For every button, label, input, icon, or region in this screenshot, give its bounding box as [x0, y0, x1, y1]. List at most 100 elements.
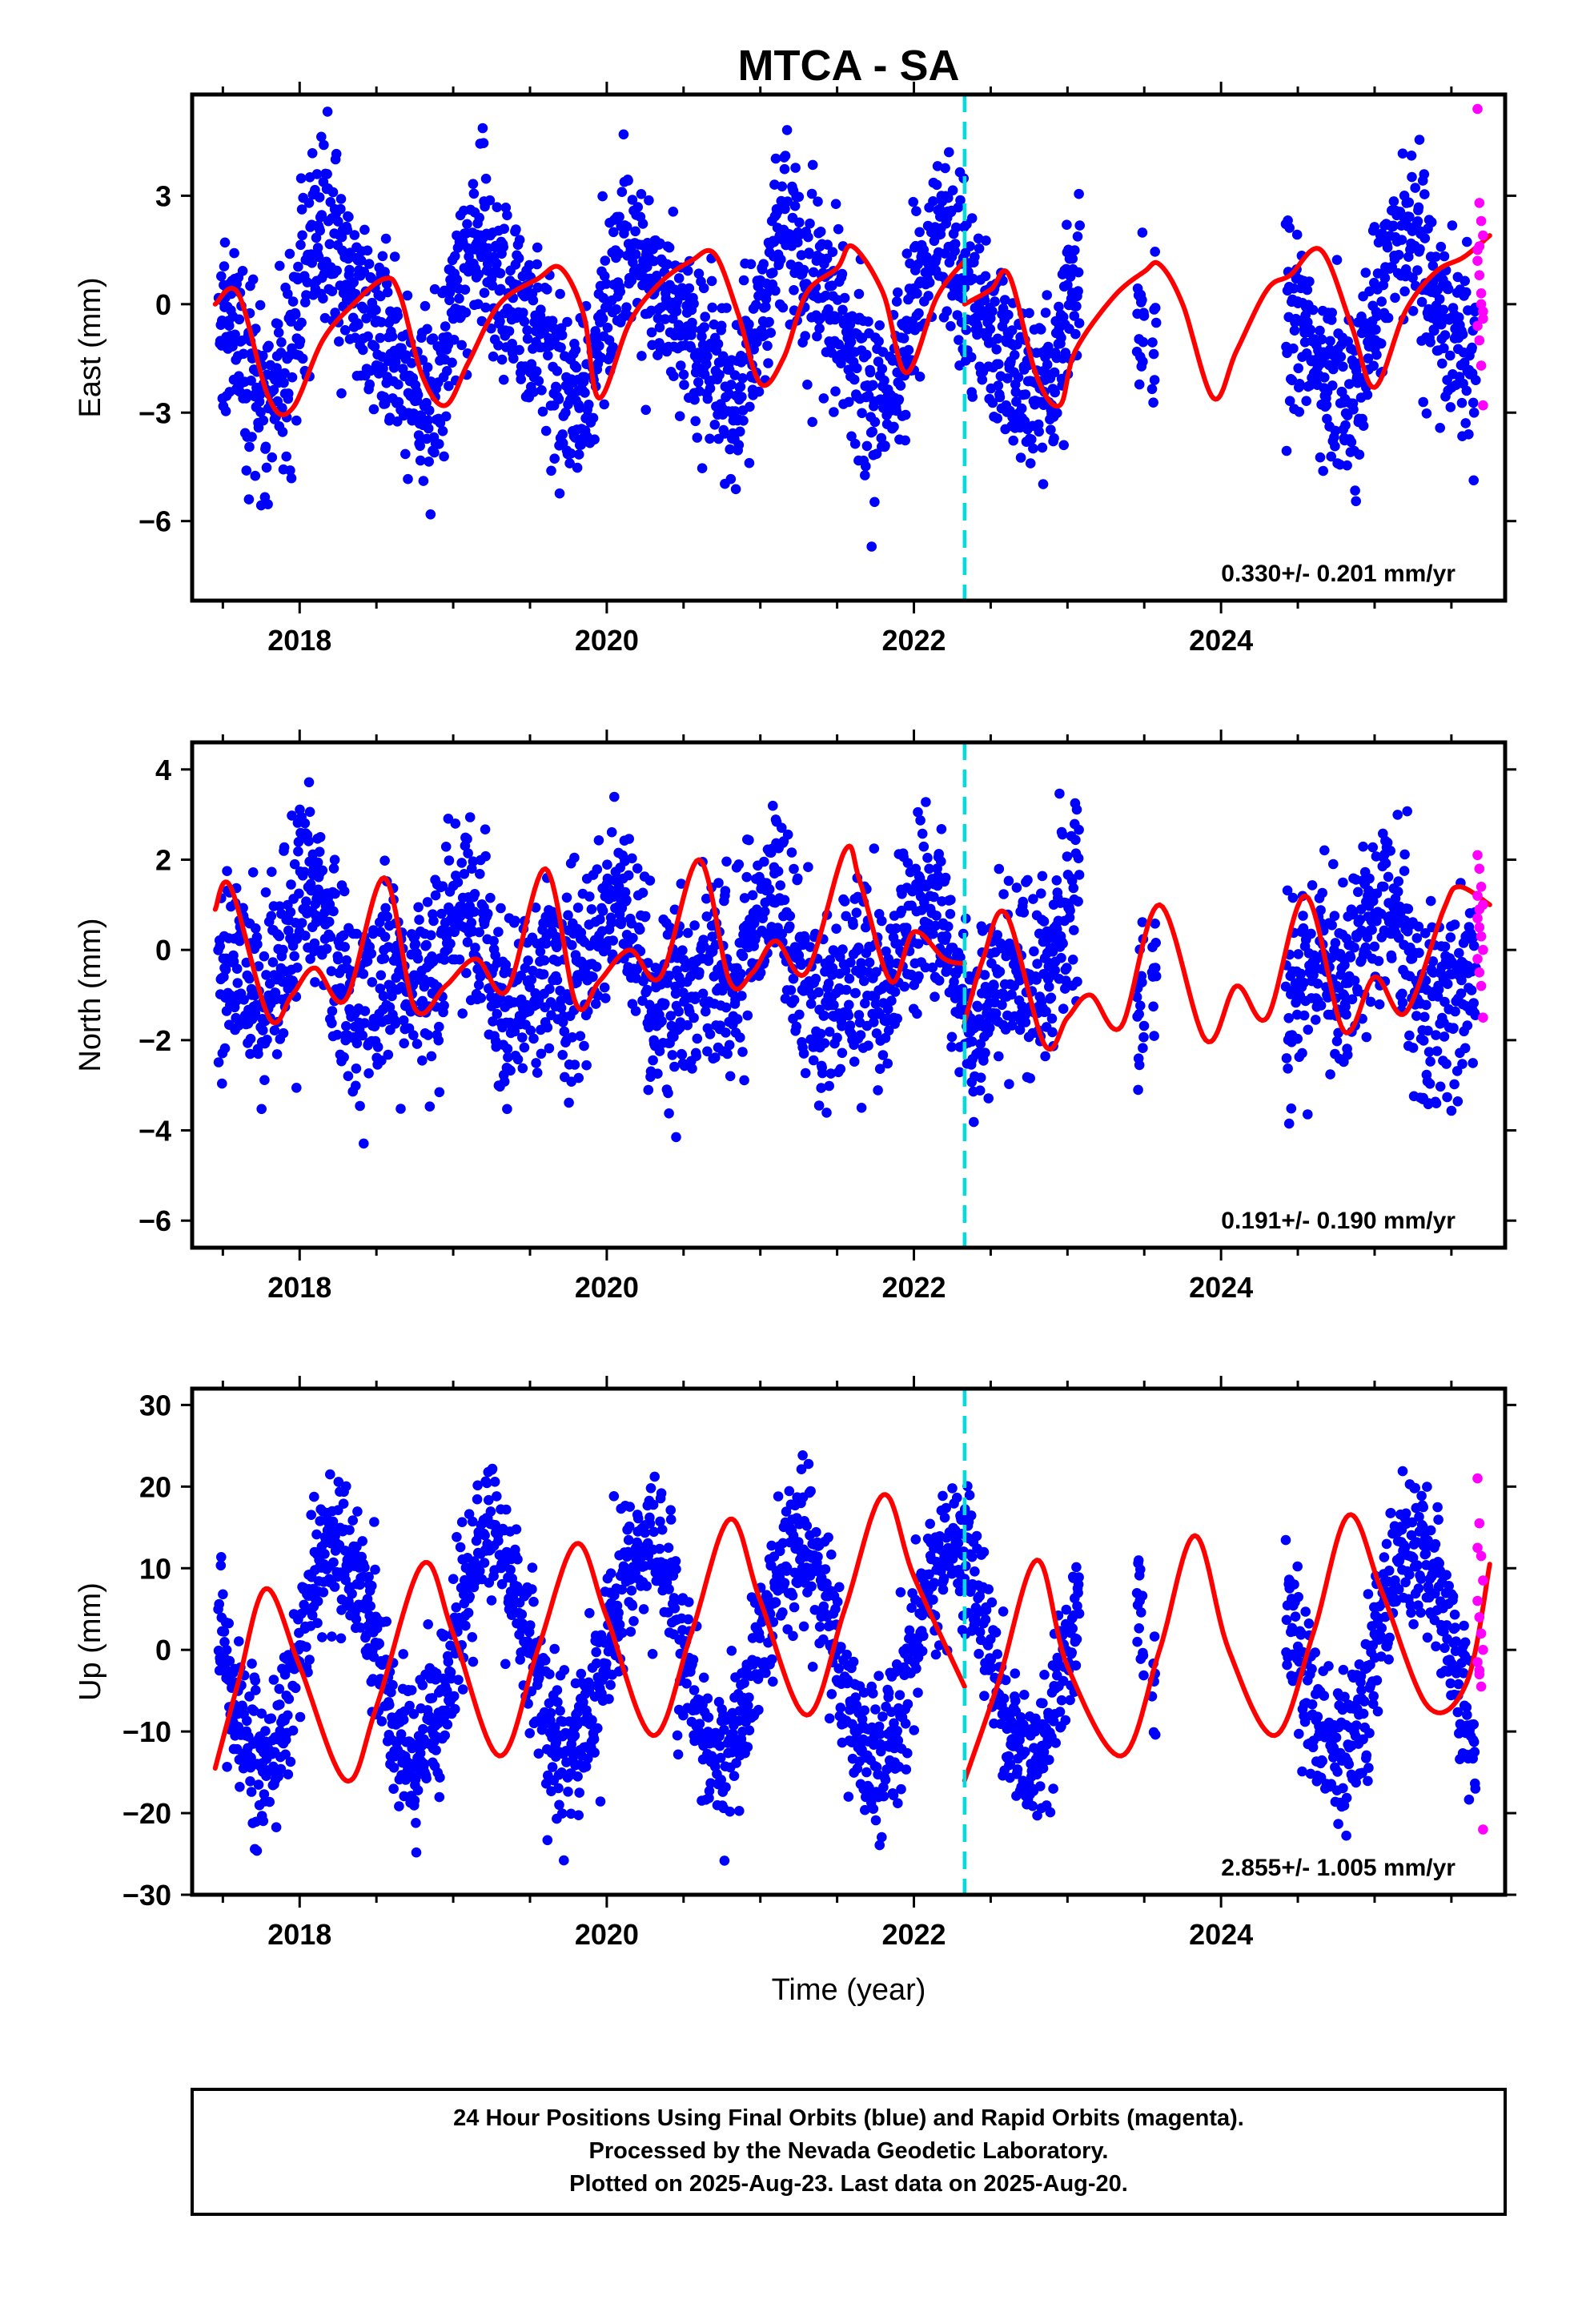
north-final-point: [1397, 988, 1407, 999]
north-final-point: [572, 903, 584, 913]
north-final-point: [433, 1035, 444, 1046]
east-final-point: [914, 372, 926, 382]
east-final-point: [1399, 286, 1410, 297]
east-final-point: [866, 541, 877, 552]
north-final-point: [338, 930, 349, 941]
north-final-point: [701, 893, 712, 904]
north-final-point: [327, 1018, 337, 1028]
north-final-point: [1044, 981, 1054, 992]
east-final-point: [814, 323, 825, 334]
north-final-point: [682, 927, 693, 939]
east-final-point: [1042, 360, 1053, 370]
east-final-point: [243, 494, 255, 505]
north-rapid-point: [1474, 863, 1485, 875]
up-final-point: [251, 1845, 263, 1856]
east-final-point: [504, 326, 515, 336]
north-final-point: [945, 909, 956, 919]
east-final-point: [1321, 400, 1332, 410]
north-final-point: [853, 1010, 865, 1020]
east-final-point: [291, 415, 302, 426]
north-final-point: [289, 951, 300, 962]
north-final-point: [1057, 829, 1068, 840]
north-final-point: [327, 1006, 338, 1016]
north-final-point: [664, 971, 675, 981]
north-final-point: [978, 1055, 989, 1066]
north-final-point: [845, 1020, 856, 1031]
east-final-point: [301, 290, 311, 300]
east-final-point: [947, 185, 958, 195]
north-final-point: [732, 1014, 743, 1024]
north-rapid-point: [1474, 904, 1485, 915]
east-final-point: [730, 406, 741, 416]
up-final-point: [327, 1631, 337, 1642]
east-y-tick-label: 0: [155, 288, 171, 321]
east-rapid-point: [1474, 270, 1485, 281]
north-final-orbit-series: [213, 777, 1481, 1149]
east-final-point: [693, 268, 705, 279]
east-final-point: [1456, 397, 1468, 408]
east-final-point: [1070, 245, 1080, 255]
east-final-point: [359, 224, 370, 235]
north-final-point: [856, 1103, 867, 1113]
east-final-point: [1304, 276, 1315, 287]
east-final-point: [1138, 311, 1150, 321]
north-final-point: [569, 852, 580, 863]
north-final-point: [271, 1049, 283, 1059]
north-final-point: [724, 1039, 735, 1051]
east-final-point: [685, 342, 697, 353]
east-final-point: [1036, 324, 1046, 335]
east-final-point: [473, 269, 484, 279]
east-final-point: [654, 322, 665, 333]
north-final-point: [1427, 956, 1439, 967]
east-final-point: [829, 407, 839, 417]
north-final-point: [665, 1011, 676, 1021]
north-final-point: [713, 878, 724, 888]
east-final-point: [1419, 189, 1430, 199]
north-final-point: [1065, 905, 1075, 916]
north-final-point: [245, 1048, 255, 1059]
east-final-point: [1439, 343, 1449, 354]
east-final-point: [500, 202, 512, 213]
east-final-point: [1327, 380, 1338, 391]
north-final-point: [461, 967, 472, 979]
east-final-point: [1069, 311, 1080, 321]
north-final-point: [648, 1055, 658, 1066]
east-final-point: [804, 249, 815, 259]
up-final-point: [295, 1711, 306, 1723]
north-final-point: [825, 1068, 837, 1079]
north-final-point: [974, 1085, 986, 1096]
north-final-point: [985, 1023, 995, 1033]
east-final-point: [813, 196, 823, 207]
east-final-point: [1351, 496, 1361, 507]
east-final-point: [379, 398, 391, 409]
north-final-point: [1303, 1024, 1314, 1035]
north-final-point: [627, 853, 637, 864]
east-final-point: [1281, 445, 1292, 456]
north-final-point: [300, 931, 311, 941]
north-final-point: [475, 869, 485, 879]
east-x-tick-label: 2022: [881, 624, 946, 657]
north-final-point: [1058, 938, 1068, 949]
north-final-point: [722, 1048, 733, 1059]
east-final-point: [355, 255, 367, 266]
east-final-point: [744, 319, 754, 330]
east-rapid-point: [1478, 313, 1488, 324]
east-final-point: [844, 396, 854, 408]
east-final-point: [377, 251, 388, 262]
east-final-point: [584, 400, 594, 410]
north-final-point: [1058, 1003, 1069, 1014]
north-final-point: [1421, 999, 1431, 1011]
north-final-point: [1134, 1009, 1144, 1019]
east-final-point: [944, 147, 954, 158]
east-final-point: [424, 456, 434, 467]
north-final-point: [380, 903, 391, 914]
north-final-point: [1374, 999, 1385, 1010]
north-final-point: [339, 886, 350, 897]
east-final-point: [531, 366, 542, 377]
east-final-point: [709, 319, 720, 330]
east-final-point: [1148, 397, 1158, 408]
north-final-point: [929, 891, 939, 903]
north-final-point: [979, 970, 990, 980]
north-final-point: [1355, 915, 1366, 925]
